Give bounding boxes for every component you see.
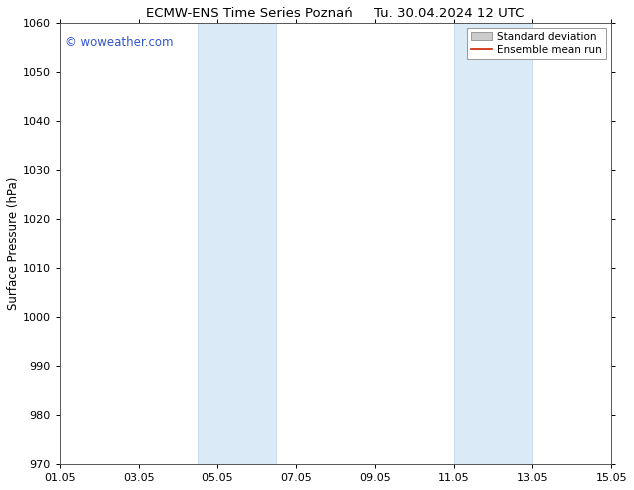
Bar <box>198 23 276 464</box>
Legend: Standard deviation, Ensemble mean run: Standard deviation, Ensemble mean run <box>467 28 606 59</box>
Bar <box>454 23 533 464</box>
Y-axis label: Surface Pressure (hPa): Surface Pressure (hPa) <box>7 176 20 310</box>
Title: ECMW-ENS Time Series Poznań     Tu. 30.04.2024 12 UTC: ECMW-ENS Time Series Poznań Tu. 30.04.20… <box>146 7 525 20</box>
Text: © woweather.com: © woweather.com <box>65 36 174 49</box>
